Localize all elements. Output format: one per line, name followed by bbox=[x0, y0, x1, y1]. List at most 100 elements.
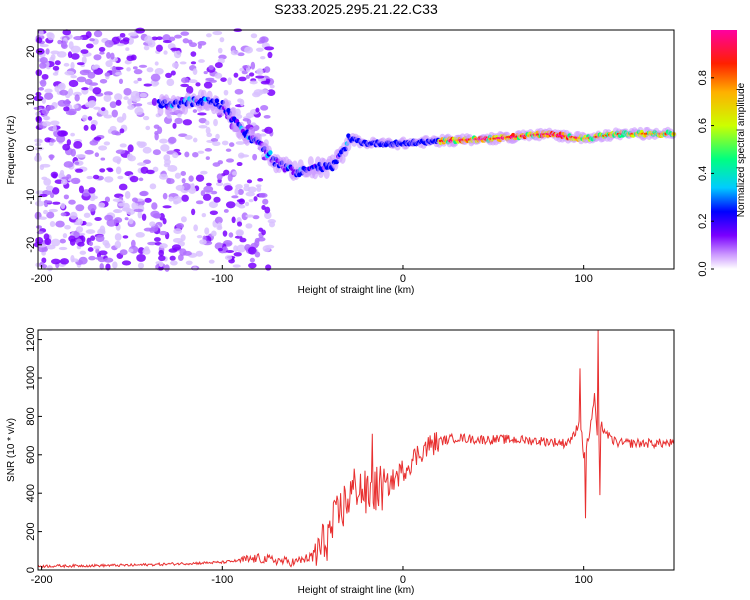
spectrogram-cell bbox=[163, 50, 168, 55]
spectrogram-cell bbox=[234, 235, 243, 239]
spectrogram-cell bbox=[46, 244, 56, 250]
spectrogram-cell bbox=[43, 200, 53, 204]
spectrogram-cell bbox=[74, 94, 80, 102]
spectrogram-cell bbox=[137, 162, 147, 166]
spectrogram-cell bbox=[153, 81, 160, 86]
spectrogram-cell bbox=[125, 47, 130, 52]
spectrogram-cell bbox=[38, 29, 44, 37]
spectrogram-cell bbox=[59, 238, 66, 244]
spectrogram-cell bbox=[75, 226, 84, 233]
spectrogram-x-tick-label: -200 bbox=[31, 273, 53, 285]
spectrogram-cell bbox=[231, 195, 239, 199]
spectrogram-cell bbox=[59, 169, 65, 176]
spectrogram-cell bbox=[269, 84, 275, 89]
spectrogram-cell bbox=[139, 191, 148, 197]
spectrogram-cell bbox=[204, 227, 210, 235]
snr-y-ticks: 0 200 400 600 800 1000 1200 bbox=[25, 327, 42, 573]
spectrogram-cell bbox=[189, 42, 198, 48]
spectrogram-cell bbox=[229, 107, 236, 118]
spectrogram-cell bbox=[111, 36, 121, 45]
spectrogram-cell bbox=[133, 208, 144, 213]
spectrogram-cell bbox=[178, 133, 188, 138]
spectrogram-cell bbox=[200, 190, 206, 197]
spectrogram-cell bbox=[186, 85, 194, 94]
spectrogram-cell bbox=[190, 51, 197, 57]
spectrogram-cell bbox=[81, 114, 88, 122]
spectrogram-cell bbox=[210, 138, 219, 142]
spectrogram-cell bbox=[137, 262, 145, 269]
spectrogram-cell bbox=[128, 218, 134, 225]
spectrogram-cell bbox=[174, 117, 183, 124]
spectrogram-cell bbox=[41, 108, 50, 115]
spectrogram-cell bbox=[94, 152, 100, 158]
spectrogram-cell bbox=[51, 258, 61, 265]
spectrogram-cell bbox=[195, 200, 204, 205]
spectrogram-cell bbox=[127, 104, 135, 110]
spectrogram-cell bbox=[239, 67, 245, 72]
spectrogram-cell bbox=[87, 247, 94, 252]
spectrogram-cell bbox=[60, 40, 67, 48]
spectrogram-cell bbox=[307, 156, 314, 167]
spectrogram-cell bbox=[234, 187, 239, 196]
spectrogram-cell bbox=[45, 48, 50, 55]
spectrogram-cell bbox=[181, 194, 189, 202]
spectrogram-cell bbox=[103, 114, 113, 119]
spectrogram-cell bbox=[181, 177, 186, 184]
spectrogram-cell bbox=[35, 236, 44, 244]
spectrogram-cell bbox=[57, 130, 67, 137]
spectrogram-cell bbox=[133, 69, 143, 75]
spectrogram-cell bbox=[163, 94, 170, 105]
spectrogram-cell bbox=[46, 105, 55, 111]
spectrogram-cell bbox=[180, 216, 187, 223]
spectrogram-cell bbox=[64, 225, 71, 230]
colorbar-tick-label: 0.0 bbox=[697, 261, 709, 276]
spectrogram-cell bbox=[263, 114, 271, 119]
spectrogram-cell bbox=[70, 75, 77, 79]
spectrogram-cell bbox=[184, 151, 190, 158]
snr-x-tick-label: 0 bbox=[400, 574, 406, 586]
spectrogram-cell bbox=[188, 79, 198, 84]
spectrogram-cell bbox=[217, 247, 223, 252]
spectrogram-cell bbox=[44, 238, 52, 246]
spectrogram-cell bbox=[46, 265, 53, 272]
spectrogram-cell bbox=[146, 67, 154, 73]
spectrogram-cell bbox=[214, 72, 223, 79]
spectrogram-cell bbox=[245, 223, 253, 229]
spectrogram-cell bbox=[153, 237, 161, 242]
spectrogram-y-tick-label: 0 bbox=[25, 145, 37, 151]
spectrogram-cell bbox=[130, 90, 140, 99]
snr-y-tick-label: 600 bbox=[25, 446, 37, 464]
spectrogram-cell bbox=[143, 227, 153, 232]
snr-x-tick-label: -200 bbox=[31, 574, 53, 586]
spectrogram-cell bbox=[244, 46, 253, 54]
spectrogram-cell bbox=[231, 216, 236, 224]
spectrogram-cell bbox=[41, 73, 49, 80]
spectrogram-cell bbox=[164, 158, 171, 166]
spectrogram-cell bbox=[172, 122, 177, 129]
spectrogram-cell bbox=[225, 249, 235, 253]
spectrogram-cell bbox=[249, 80, 258, 85]
spectrogram-cell bbox=[104, 214, 114, 221]
spectrogram-cell bbox=[129, 175, 139, 183]
spectrogram-cell bbox=[254, 240, 260, 248]
spectrogram-cell bbox=[217, 47, 223, 54]
spectrogram-x-tick-label: -100 bbox=[211, 273, 233, 285]
spectrogram-cell bbox=[114, 240, 122, 249]
spectrogram-cell bbox=[122, 37, 130, 42]
spectrogram-cell bbox=[323, 168, 330, 179]
colorbar-tick-label: 0.2 bbox=[697, 214, 709, 229]
spectrogram-cell bbox=[259, 89, 269, 94]
spectrogram-cell bbox=[149, 183, 157, 190]
spectrogram-cell bbox=[99, 168, 106, 173]
spectrogram-cell bbox=[64, 99, 71, 107]
spectrogram-cell bbox=[43, 209, 49, 215]
snr-y-tick-label: 0 bbox=[25, 567, 37, 573]
spectrogram-cell bbox=[126, 55, 135, 62]
spectrogram-cell bbox=[262, 245, 271, 252]
spectrogram-cell bbox=[206, 132, 213, 138]
spectrogram-cell bbox=[70, 132, 75, 137]
spectrogram-cell bbox=[162, 192, 168, 200]
spectrogram-cell bbox=[233, 72, 239, 78]
spectrogram-cell bbox=[262, 198, 269, 205]
spectrogram-y-tick-label: 20 bbox=[25, 46, 37, 58]
